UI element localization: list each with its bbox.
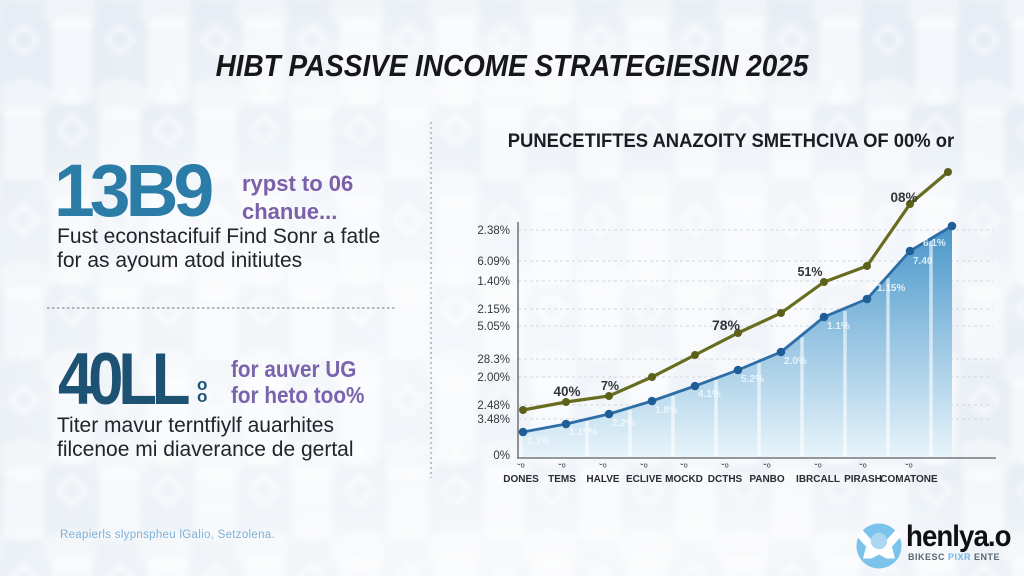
svg-text:2.15%: 2.15% xyxy=(477,304,510,316)
svg-text:08%: 08% xyxy=(890,190,917,205)
svg-text:3.48%: 3.48% xyxy=(477,414,510,426)
svg-text:IBRCALL: IBRCALL xyxy=(796,474,840,485)
svg-text:7%: 7% xyxy=(601,379,619,393)
svg-text:0%: 0% xyxy=(493,450,510,462)
svg-text:2.0%: 2.0% xyxy=(784,356,807,367)
svg-text:TEMS: TEMS xyxy=(548,474,576,485)
svg-text:DONES: DONES xyxy=(503,474,539,485)
svg-text:78%: 78% xyxy=(712,317,741,333)
svg-text:˘º: ˘º xyxy=(905,463,913,474)
svg-text:˘º: ˘º xyxy=(680,463,688,474)
svg-text:˘º: ˘º xyxy=(859,463,867,474)
svg-text:˘º: ˘º xyxy=(814,463,822,474)
svg-text:7.40: 7.40 xyxy=(913,256,933,267)
svg-text:˘º: ˘º xyxy=(558,463,566,474)
svg-text:1.40%: 1.40% xyxy=(477,276,510,288)
svg-text:˘º: ˘º xyxy=(640,463,648,474)
svg-text:HALVE: HALVE xyxy=(586,474,619,485)
svg-text:2.38%: 2.38% xyxy=(477,225,510,237)
svg-text:˘º: ˘º xyxy=(721,463,729,474)
svg-text:1.15%: 1.15% xyxy=(877,283,905,294)
svg-text:1.1%: 1.1% xyxy=(827,321,850,332)
svg-text:1.1%: 1.1% xyxy=(527,436,550,447)
svg-text:˘º: ˘º xyxy=(763,463,771,474)
svg-text:ECLIVE: ECLIVE xyxy=(626,474,662,485)
svg-text:40%: 40% xyxy=(553,384,580,399)
svg-text:˘º: ˘º xyxy=(517,463,525,474)
svg-text:2.48%: 2.48% xyxy=(477,400,510,412)
svg-text:COMATONE: COMATONE xyxy=(880,474,938,485)
svg-text:PIRASH: PIRASH xyxy=(844,474,882,485)
svg-text:2.2%: 2.2% xyxy=(612,418,635,429)
svg-text:4.1%: 4.1% xyxy=(698,389,721,400)
svg-text:MOCKD: MOCKD xyxy=(665,474,703,485)
svg-text:˘º: ˘º xyxy=(599,463,607,474)
svg-text:DCTHS: DCTHS xyxy=(708,474,743,485)
svg-text:1.15%: 1.15% xyxy=(569,427,597,438)
svg-text:2.00%: 2.00% xyxy=(477,372,510,384)
svg-text:5.05%: 5.05% xyxy=(477,321,510,333)
svg-text:51%: 51% xyxy=(797,265,822,279)
svg-text:6.09%: 6.09% xyxy=(477,256,510,268)
svg-text:1.8%: 1.8% xyxy=(655,405,678,416)
svg-text:PANBO: PANBO xyxy=(749,474,785,485)
svg-text:5.2%: 5.2% xyxy=(741,374,764,385)
svg-text:28.3%: 28.3% xyxy=(477,354,510,366)
svg-text:6.1%: 6.1% xyxy=(923,238,946,249)
